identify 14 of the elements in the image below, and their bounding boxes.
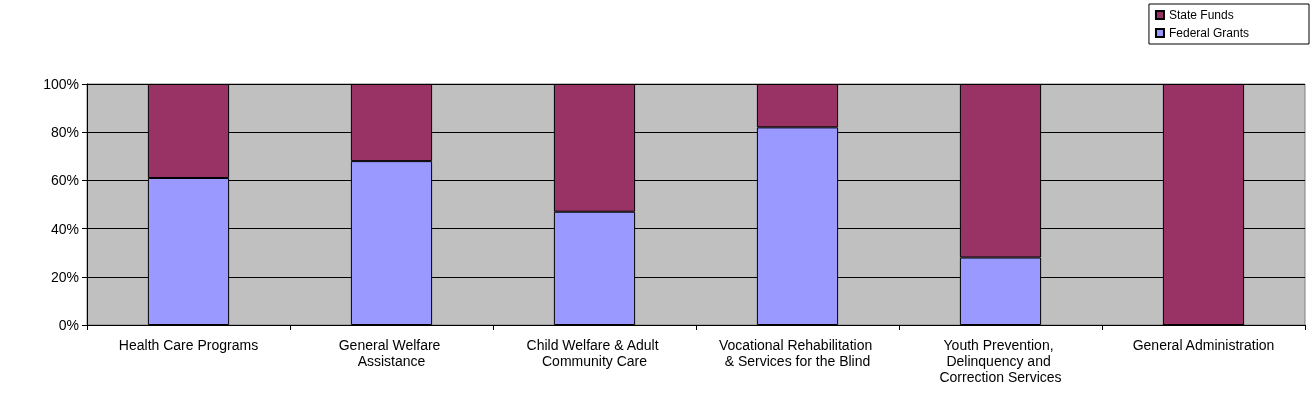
legend-label: State Funds [1168,8,1234,22]
x-tick-label: Youth Prevention, Delinquency and Correction Services [939,337,1062,385]
x-tick-label: General Administration [1132,337,1275,353]
y-tick-label: 80% [50,124,79,141]
x-tick-label: Child Welfare & Adult Community Care [526,337,663,369]
legend-label: Federal Grants [1168,26,1250,40]
y-tick-label: 20% [50,268,79,285]
y-tick-label: 100% [43,76,79,92]
x-tick-label: General Welfare Assistance [338,337,445,369]
y-tick-label: 40% [50,220,79,237]
x-tick-label: Health Care Programs [118,337,259,353]
x-tick-label: Vocational Rehabilitation & Services for the Blind [718,337,877,369]
y-tick-label: 0% [58,317,79,333]
y-tick-label: 60% [50,172,79,189]
